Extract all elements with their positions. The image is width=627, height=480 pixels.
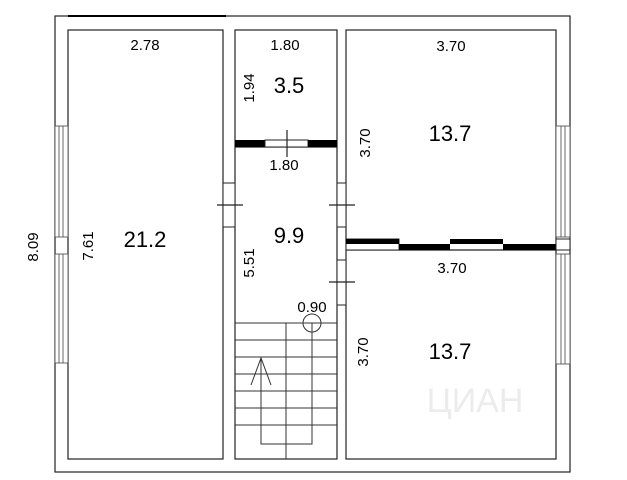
window-left xyxy=(54,125,69,364)
watermark: ЦИАН xyxy=(427,382,524,420)
room-right-upper-height: 3.70 xyxy=(357,128,374,157)
door-right-lower xyxy=(329,259,355,306)
overall-height: 8.09 xyxy=(25,232,42,261)
stair-width: 0.90 xyxy=(297,299,326,316)
room-left-area: 21.2 xyxy=(124,227,167,252)
room-right-lower-height: 3.70 xyxy=(355,337,372,366)
room-left-height: 7.61 xyxy=(80,231,97,260)
window-right xyxy=(555,125,571,365)
room-right-upper-width: 3.70 xyxy=(436,38,465,55)
door-left-room xyxy=(217,182,243,228)
room-hall-area: 9.9 xyxy=(274,223,305,248)
door-right-upper xyxy=(329,182,355,228)
room-right-lower-width: 3.70 xyxy=(437,260,466,277)
room-left xyxy=(67,29,224,460)
partition-wall-middle xyxy=(235,130,337,157)
room-left-width: 2.78 xyxy=(130,37,159,54)
room-hall-width: 1.80 xyxy=(269,157,298,174)
room-bath-height: 1.94 xyxy=(241,73,258,102)
room-bath-area: 3.5 xyxy=(274,73,305,98)
room-bath-width: 1.80 xyxy=(270,37,299,54)
staircase xyxy=(235,313,337,459)
partition-wall-right xyxy=(345,238,571,251)
room-right-upper-area: 13.7 xyxy=(429,121,472,146)
room-hall-height: 5.51 xyxy=(241,248,258,277)
room-right-lower-area: 13.7 xyxy=(429,339,472,364)
